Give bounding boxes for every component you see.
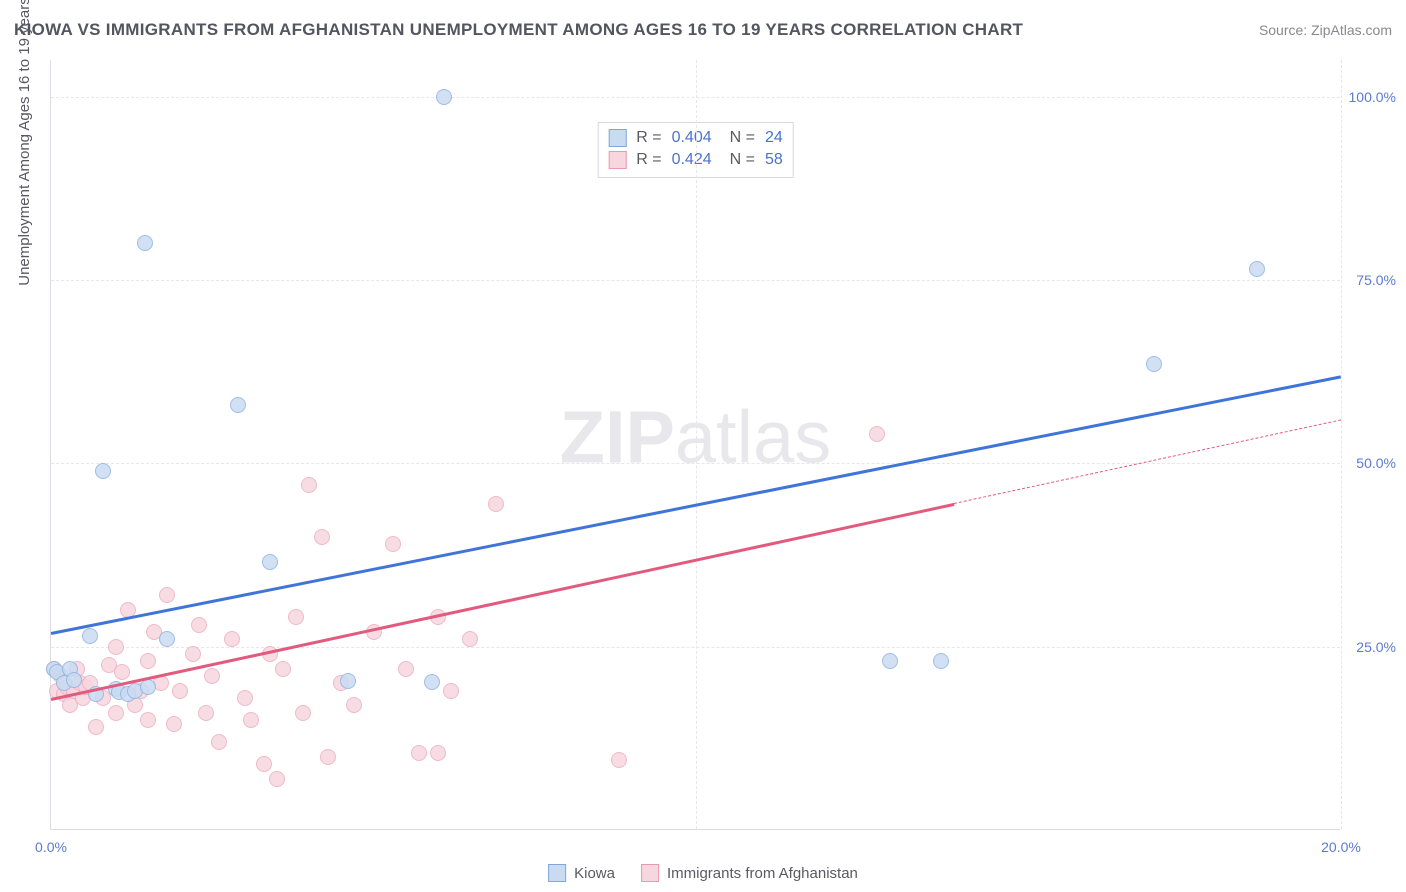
data-point — [1146, 356, 1162, 372]
data-point — [611, 752, 627, 768]
data-point — [436, 89, 452, 105]
data-point — [256, 756, 272, 772]
data-point — [166, 716, 182, 732]
data-point — [66, 672, 82, 688]
data-point — [385, 536, 401, 552]
swatch-afghanistan — [608, 151, 626, 169]
stat-n-label: N = — [730, 129, 755, 147]
data-point — [295, 705, 311, 721]
x-tick-label: 0.0% — [35, 839, 67, 855]
stat-r-label: R = — [636, 129, 661, 147]
data-point — [314, 529, 330, 545]
stat-n-value-kiowa: 24 — [765, 129, 783, 147]
data-point — [95, 463, 111, 479]
legend-swatch-afghanistan — [641, 864, 659, 882]
legend-item-kiowa: Kiowa — [548, 864, 615, 882]
data-point — [108, 705, 124, 721]
data-point — [340, 673, 356, 689]
data-point — [882, 653, 898, 669]
data-point — [191, 617, 207, 633]
data-point — [301, 477, 317, 493]
legend-item-afghanistan: Immigrants from Afghanistan — [641, 864, 858, 882]
legend-swatch-kiowa — [548, 864, 566, 882]
watermark-bold: ZIP — [560, 395, 675, 478]
data-point — [159, 587, 175, 603]
data-point — [424, 674, 440, 690]
gridline-v — [1341, 60, 1342, 829]
series-legend: Kiowa Immigrants from Afghanistan — [548, 864, 858, 882]
data-point — [430, 745, 446, 761]
data-point — [114, 664, 130, 680]
data-point — [411, 745, 427, 761]
y-tick-label: 50.0% — [1356, 455, 1396, 471]
data-point — [288, 609, 304, 625]
data-point — [88, 719, 104, 735]
data-point — [443, 683, 459, 699]
data-point — [137, 235, 153, 251]
y-tick-label: 25.0% — [1356, 639, 1396, 655]
data-point — [398, 661, 414, 677]
legend-label-afghanistan: Immigrants from Afghanistan — [667, 865, 858, 882]
x-tick-label: 20.0% — [1321, 839, 1361, 855]
data-point — [172, 683, 188, 699]
y-tick-label: 75.0% — [1356, 272, 1396, 288]
chart-title: KIOWA VS IMMIGRANTS FROM AFGHANISTAN UNE… — [14, 20, 1023, 40]
gridline-v — [696, 60, 697, 829]
data-point — [488, 496, 504, 512]
data-point — [1249, 261, 1265, 277]
data-point — [140, 712, 156, 728]
data-point — [869, 426, 885, 442]
data-point — [140, 653, 156, 669]
data-point — [320, 749, 336, 765]
y-axis-label: Unemployment Among Ages 16 to 19 years — [16, 0, 33, 286]
data-point — [82, 628, 98, 644]
data-point — [108, 639, 124, 655]
data-point — [275, 661, 291, 677]
data-point — [933, 653, 949, 669]
legend-label-kiowa: Kiowa — [574, 865, 615, 882]
y-tick-label: 100.0% — [1349, 89, 1396, 105]
data-point — [198, 705, 214, 721]
source-label: Source: ZipAtlas.com — [1259, 22, 1392, 38]
data-point — [140, 679, 156, 695]
watermark-light: atlas — [675, 395, 831, 478]
stat-n-value-afghanistan: 58 — [765, 151, 783, 169]
trend-line — [51, 503, 955, 701]
stat-r-label: R = — [636, 151, 661, 169]
data-point — [346, 697, 362, 713]
data-point — [262, 554, 278, 570]
data-point — [269, 771, 285, 787]
data-point — [159, 631, 175, 647]
swatch-kiowa — [608, 129, 626, 147]
trend-line — [954, 419, 1341, 504]
data-point — [237, 690, 253, 706]
scatter-plot: ZIPatlas R = 0.404 N = 24 R = 0.424 N = … — [50, 60, 1340, 830]
data-point — [462, 631, 478, 647]
stat-n-label: N = — [730, 151, 755, 169]
data-point — [230, 397, 246, 413]
stat-r-value-kiowa: 0.404 — [672, 129, 712, 147]
data-point — [185, 646, 201, 662]
data-point — [204, 668, 220, 684]
data-point — [243, 712, 259, 728]
data-point — [224, 631, 240, 647]
stat-r-value-afghanistan: 0.424 — [672, 151, 712, 169]
data-point — [211, 734, 227, 750]
